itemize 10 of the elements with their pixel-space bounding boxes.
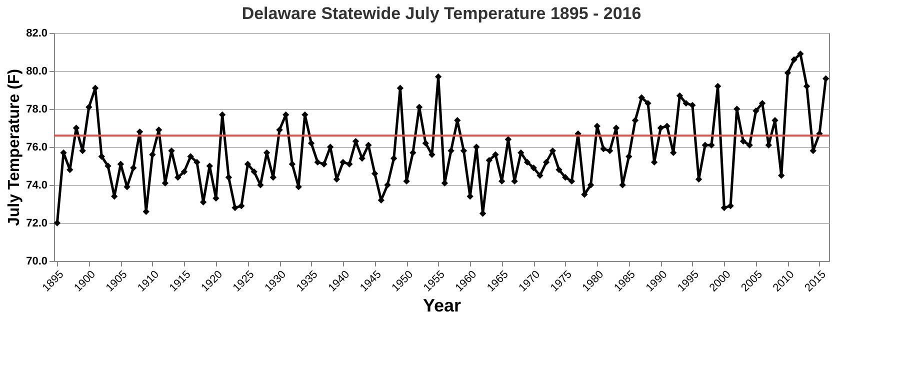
y-tick-label: 70.0 <box>26 256 48 268</box>
y-tick-label: 74.0 <box>26 180 48 192</box>
y-tick-label: 82.0 <box>26 28 48 40</box>
y-axis-title: July Temperature (F) <box>6 68 24 226</box>
y-tick-label: 72.0 <box>26 218 48 230</box>
y-tick-label: 78.0 <box>26 104 48 116</box>
y-tick-label: 76.0 <box>26 142 48 154</box>
chart-title: Delaware Statewide July Temperature 1895 - 2016 <box>242 4 642 23</box>
y-tick-label: 80.0 <box>26 66 48 78</box>
x-axis-title: Year <box>422 296 462 316</box>
